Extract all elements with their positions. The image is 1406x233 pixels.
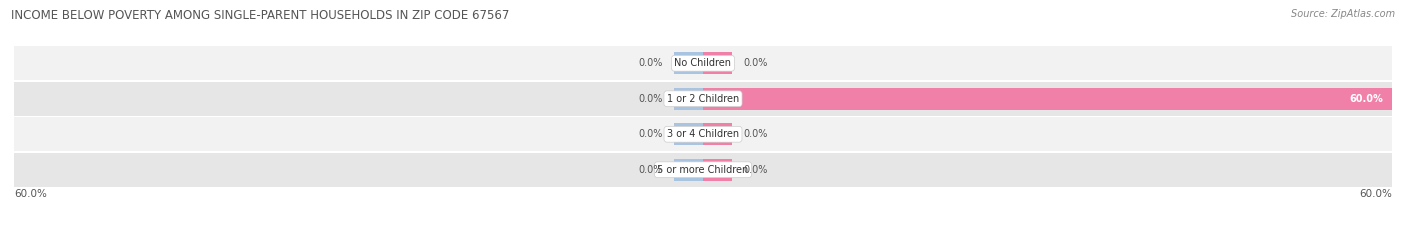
- Text: 3 or 4 Children: 3 or 4 Children: [666, 129, 740, 139]
- Bar: [14, 153, 1392, 187]
- Text: 0.0%: 0.0%: [638, 94, 662, 104]
- Text: 0.0%: 0.0%: [638, 165, 662, 175]
- Text: No Children: No Children: [675, 58, 731, 68]
- Text: Source: ZipAtlas.com: Source: ZipAtlas.com: [1291, 9, 1395, 19]
- Bar: [675, 123, 703, 145]
- Bar: [703, 52, 731, 74]
- Bar: [675, 88, 703, 110]
- Text: 0.0%: 0.0%: [638, 129, 662, 139]
- Text: 60.0%: 60.0%: [1360, 189, 1392, 199]
- Bar: [703, 88, 1392, 110]
- Bar: [703, 159, 731, 181]
- Text: 60.0%: 60.0%: [14, 189, 46, 199]
- Text: 5 or more Children: 5 or more Children: [658, 165, 748, 175]
- Bar: [14, 117, 1392, 151]
- Bar: [703, 123, 731, 145]
- Bar: [675, 52, 703, 74]
- Text: INCOME BELOW POVERTY AMONG SINGLE-PARENT HOUSEHOLDS IN ZIP CODE 67567: INCOME BELOW POVERTY AMONG SINGLE-PARENT…: [11, 9, 509, 22]
- Text: 1 or 2 Children: 1 or 2 Children: [666, 94, 740, 104]
- Text: 60.0%: 60.0%: [1348, 94, 1382, 104]
- Bar: [675, 159, 703, 181]
- Text: 0.0%: 0.0%: [744, 165, 768, 175]
- Bar: [14, 46, 1392, 80]
- Text: 0.0%: 0.0%: [744, 58, 768, 68]
- Text: 0.0%: 0.0%: [744, 129, 768, 139]
- Bar: [14, 82, 1392, 116]
- Text: 0.0%: 0.0%: [638, 58, 662, 68]
